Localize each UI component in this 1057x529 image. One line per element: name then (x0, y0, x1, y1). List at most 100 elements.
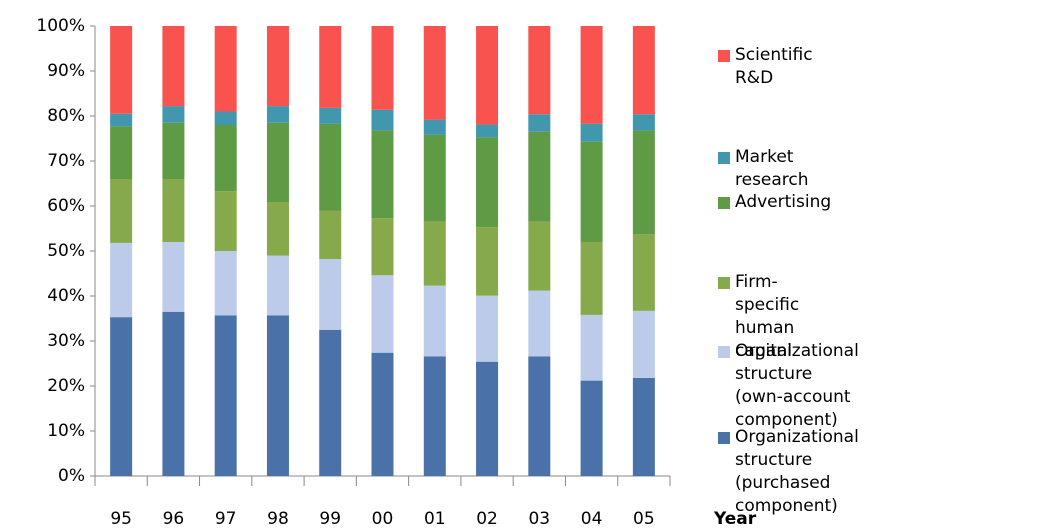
bar-segment (476, 124, 499, 138)
legend-label: Organizational structure (purchased comp… (735, 427, 859, 516)
bar-segment (371, 109, 394, 131)
legend-swatch (718, 346, 730, 358)
x-tick-label: 01 (424, 509, 446, 529)
bar-segment (528, 26, 551, 115)
x-tick-label: 00 (372, 509, 394, 529)
bar-segment (319, 26, 342, 108)
bar-segment (476, 361, 499, 476)
bar-segment (266, 122, 289, 203)
x-tick-label: 97 (215, 509, 237, 529)
bar-segment (162, 242, 185, 312)
bar-segment (632, 130, 655, 235)
bar-segment (319, 259, 342, 330)
x-tick-label: 95 (110, 509, 132, 529)
bar-segment (580, 314, 603, 381)
bar-segment (214, 111, 237, 125)
y-tick-label: 100% (36, 16, 85, 36)
bar-segment (423, 119, 446, 135)
x-axis-label: Year (713, 509, 757, 529)
legend-item: Scientific R&D (718, 44, 813, 90)
bar-segment (266, 202, 289, 256)
legend-swatch (718, 277, 730, 289)
legend-swatch (718, 432, 730, 444)
bar-segment (580, 26, 603, 124)
bar-segment (110, 113, 133, 127)
bar-segment (423, 285, 446, 357)
bar-segment (580, 380, 603, 476)
y-tick-label: 0% (58, 466, 85, 486)
bar-segment (319, 107, 342, 124)
x-tick-label: 99 (319, 509, 341, 529)
bar-segment (214, 191, 237, 251)
legend-item: Organizational structure (purchased comp… (718, 426, 859, 518)
bar-segment (580, 242, 603, 315)
bar-segment (371, 130, 394, 219)
y-tick-label: 40% (47, 286, 85, 306)
bar-segment (162, 26, 185, 107)
x-tick-label: 96 (163, 509, 185, 529)
legend-item: Organizational structure (own-account co… (718, 340, 859, 432)
bar-segment (371, 26, 394, 110)
legend-item: Market research (718, 146, 809, 192)
bar-segment (632, 377, 655, 476)
bar-segment (162, 179, 185, 242)
bar-segment (266, 106, 289, 123)
bar-segment (632, 114, 655, 131)
bar-segment (632, 310, 655, 378)
bar-segment (528, 114, 551, 132)
legend-label: Organizational structure (own-account co… (735, 341, 859, 430)
bar-segment (528, 290, 551, 357)
bar-segment (110, 242, 133, 318)
bar-segment (162, 106, 185, 123)
bar-segment (319, 329, 342, 476)
bar-segment (580, 141, 603, 242)
bar-segment (528, 221, 551, 291)
bar-segment (214, 315, 237, 476)
legend-swatch (718, 197, 730, 209)
bar-segment (528, 131, 551, 222)
bar-segment (266, 255, 289, 316)
legend-item: Advertising (718, 191, 831, 214)
bar-segment (214, 26, 237, 112)
legend-label: Advertising (735, 192, 832, 212)
legend-label: Market research (735, 147, 809, 190)
bar-segment (266, 26, 289, 107)
bar-segment (110, 317, 133, 476)
x-tick-label: 02 (476, 509, 498, 529)
bar-segment (476, 227, 499, 296)
y-tick-label: 50% (47, 241, 85, 261)
y-tick-label: 80% (47, 106, 85, 126)
bar-segment (319, 210, 342, 260)
y-tick-label: 10% (47, 421, 85, 441)
bar-segment (371, 275, 394, 353)
bar-segment (423, 356, 446, 476)
bar-segment (110, 179, 133, 243)
y-tick-label: 30% (47, 331, 85, 351)
bar-segment (266, 315, 289, 476)
bar-segment (162, 122, 185, 179)
bar-segment (632, 26, 655, 115)
y-tick-label: 20% (47, 376, 85, 396)
bar-segment (476, 295, 499, 362)
bar-segment (423, 221, 446, 286)
bar-segment (371, 352, 394, 476)
legend-label: Scientific R&D (735, 45, 813, 88)
x-tick-label: 98 (267, 509, 289, 529)
bar-segment (110, 26, 133, 114)
y-tick-label: 70% (47, 151, 85, 171)
x-tick-label: 05 (633, 509, 655, 529)
bar-segment (632, 234, 655, 311)
bar-segment (423, 26, 446, 120)
bar-segment (423, 134, 446, 222)
bar-segment (580, 123, 603, 142)
bar-segment (214, 251, 237, 316)
bar-segment (476, 26, 499, 125)
y-tick-label: 90% (47, 61, 85, 81)
bar-segment (110, 126, 133, 179)
bar-segment (162, 311, 185, 476)
x-tick-label: 03 (528, 509, 550, 529)
legend-label: Firm-specific human capital (735, 272, 800, 361)
bar-segment (214, 125, 237, 192)
